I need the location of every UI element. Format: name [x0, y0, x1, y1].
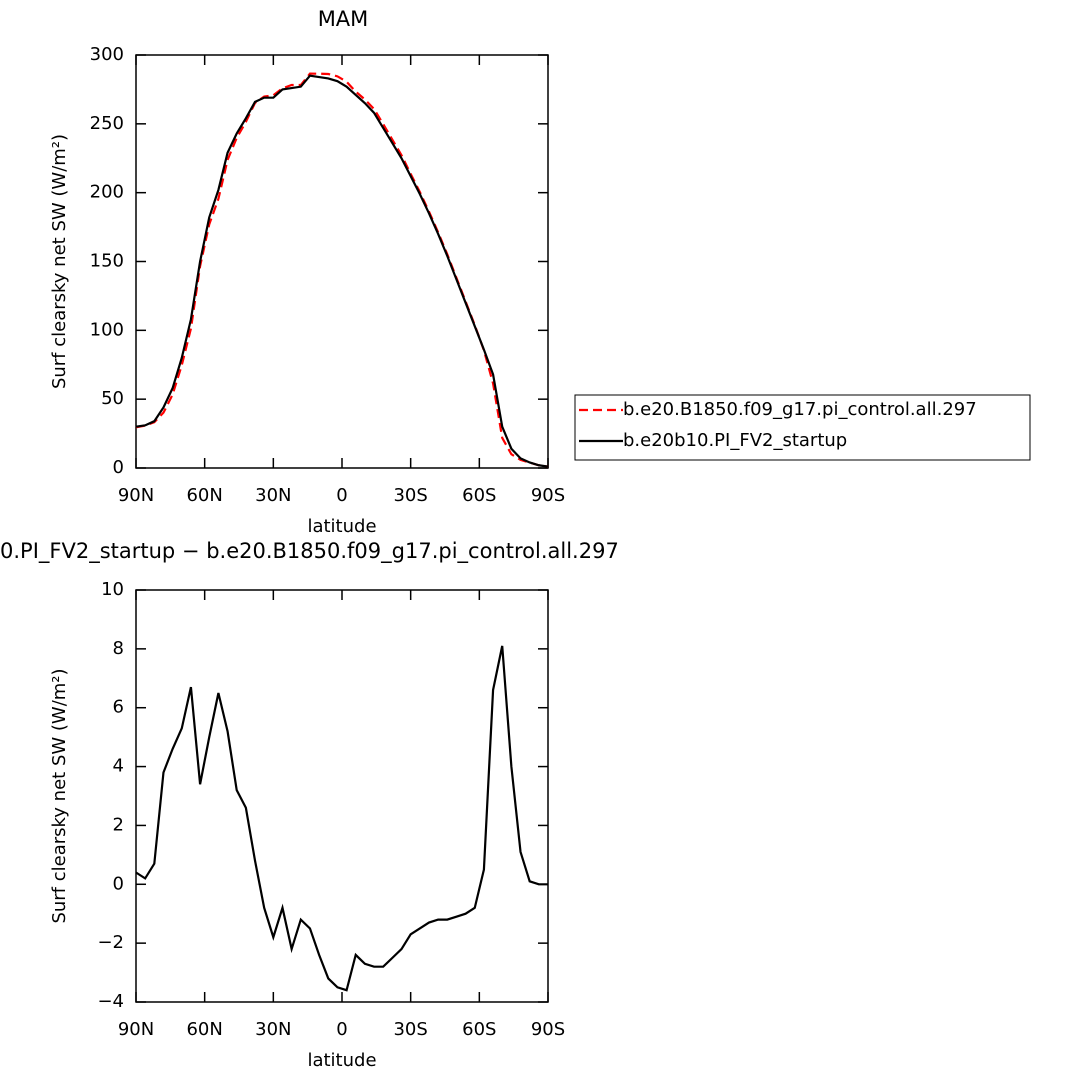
x-tick-label: 90N [118, 1019, 154, 1040]
x-tick-label: 60S [462, 485, 496, 506]
x-tick-label: 30S [393, 1019, 427, 1040]
y-axis-label: Surf clearsky net SW (W/m²) [49, 134, 70, 389]
y-tick-label: 6 [113, 697, 124, 718]
legend-label: b.e20.B1850.f09_g17.pi_control.all.297 [623, 399, 977, 420]
data-line [135, 74, 549, 468]
plot-frame [135, 54, 549, 469]
x-tick-label: 0 [336, 485, 347, 506]
legend-box [574, 394, 1031, 461]
y-tick-label: 0 [113, 873, 124, 894]
y-axis-label: Surf clearsky net SW (W/m²) [49, 668, 70, 923]
x-tick-label: 60S [462, 1019, 496, 1040]
data-line [135, 645, 548, 992]
y-tick-label: −2 [97, 932, 124, 953]
legend-label: b.e20b10.PI_FV2_startup [623, 430, 847, 451]
x-tick-label: 30N [255, 1019, 291, 1040]
data-line [135, 72, 549, 468]
x-tick-label: 90S [531, 485, 565, 506]
y-tick-label: 250 [90, 113, 124, 134]
x-tick-label: 0 [336, 1019, 347, 1040]
x-tick-label: 30S [393, 485, 427, 506]
y-tick-label: 4 [113, 756, 124, 777]
x-tick-label: 90N [118, 485, 154, 506]
x-tick-label: 30N [255, 485, 291, 506]
x-axis-label: latitude [307, 1050, 376, 1071]
y-tick-label: 150 [90, 251, 124, 272]
chart-title: MAM [318, 7, 369, 31]
y-tick-label: 10 [101, 579, 124, 600]
plot-frame [135, 589, 549, 1003]
x-tick-label: 90S [531, 1019, 565, 1040]
y-tick-label: 0 [113, 457, 124, 478]
y-tick-label: 8 [113, 638, 124, 659]
x-tick-label: 60N [186, 485, 222, 506]
y-tick-label: 2 [113, 814, 124, 835]
y-tick-label: −4 [97, 991, 124, 1012]
y-tick-label: 300 [90, 44, 124, 65]
y-tick-label: 100 [90, 319, 124, 340]
x-axis-label: latitude [307, 516, 376, 537]
chart-title: 0.PI_FV2_startup − b.e20.B1850.f09_g17.p… [0, 539, 619, 564]
y-tick-label: 50 [101, 388, 124, 409]
x-tick-label: 60N [186, 1019, 222, 1040]
y-tick-label: 200 [90, 182, 124, 203]
